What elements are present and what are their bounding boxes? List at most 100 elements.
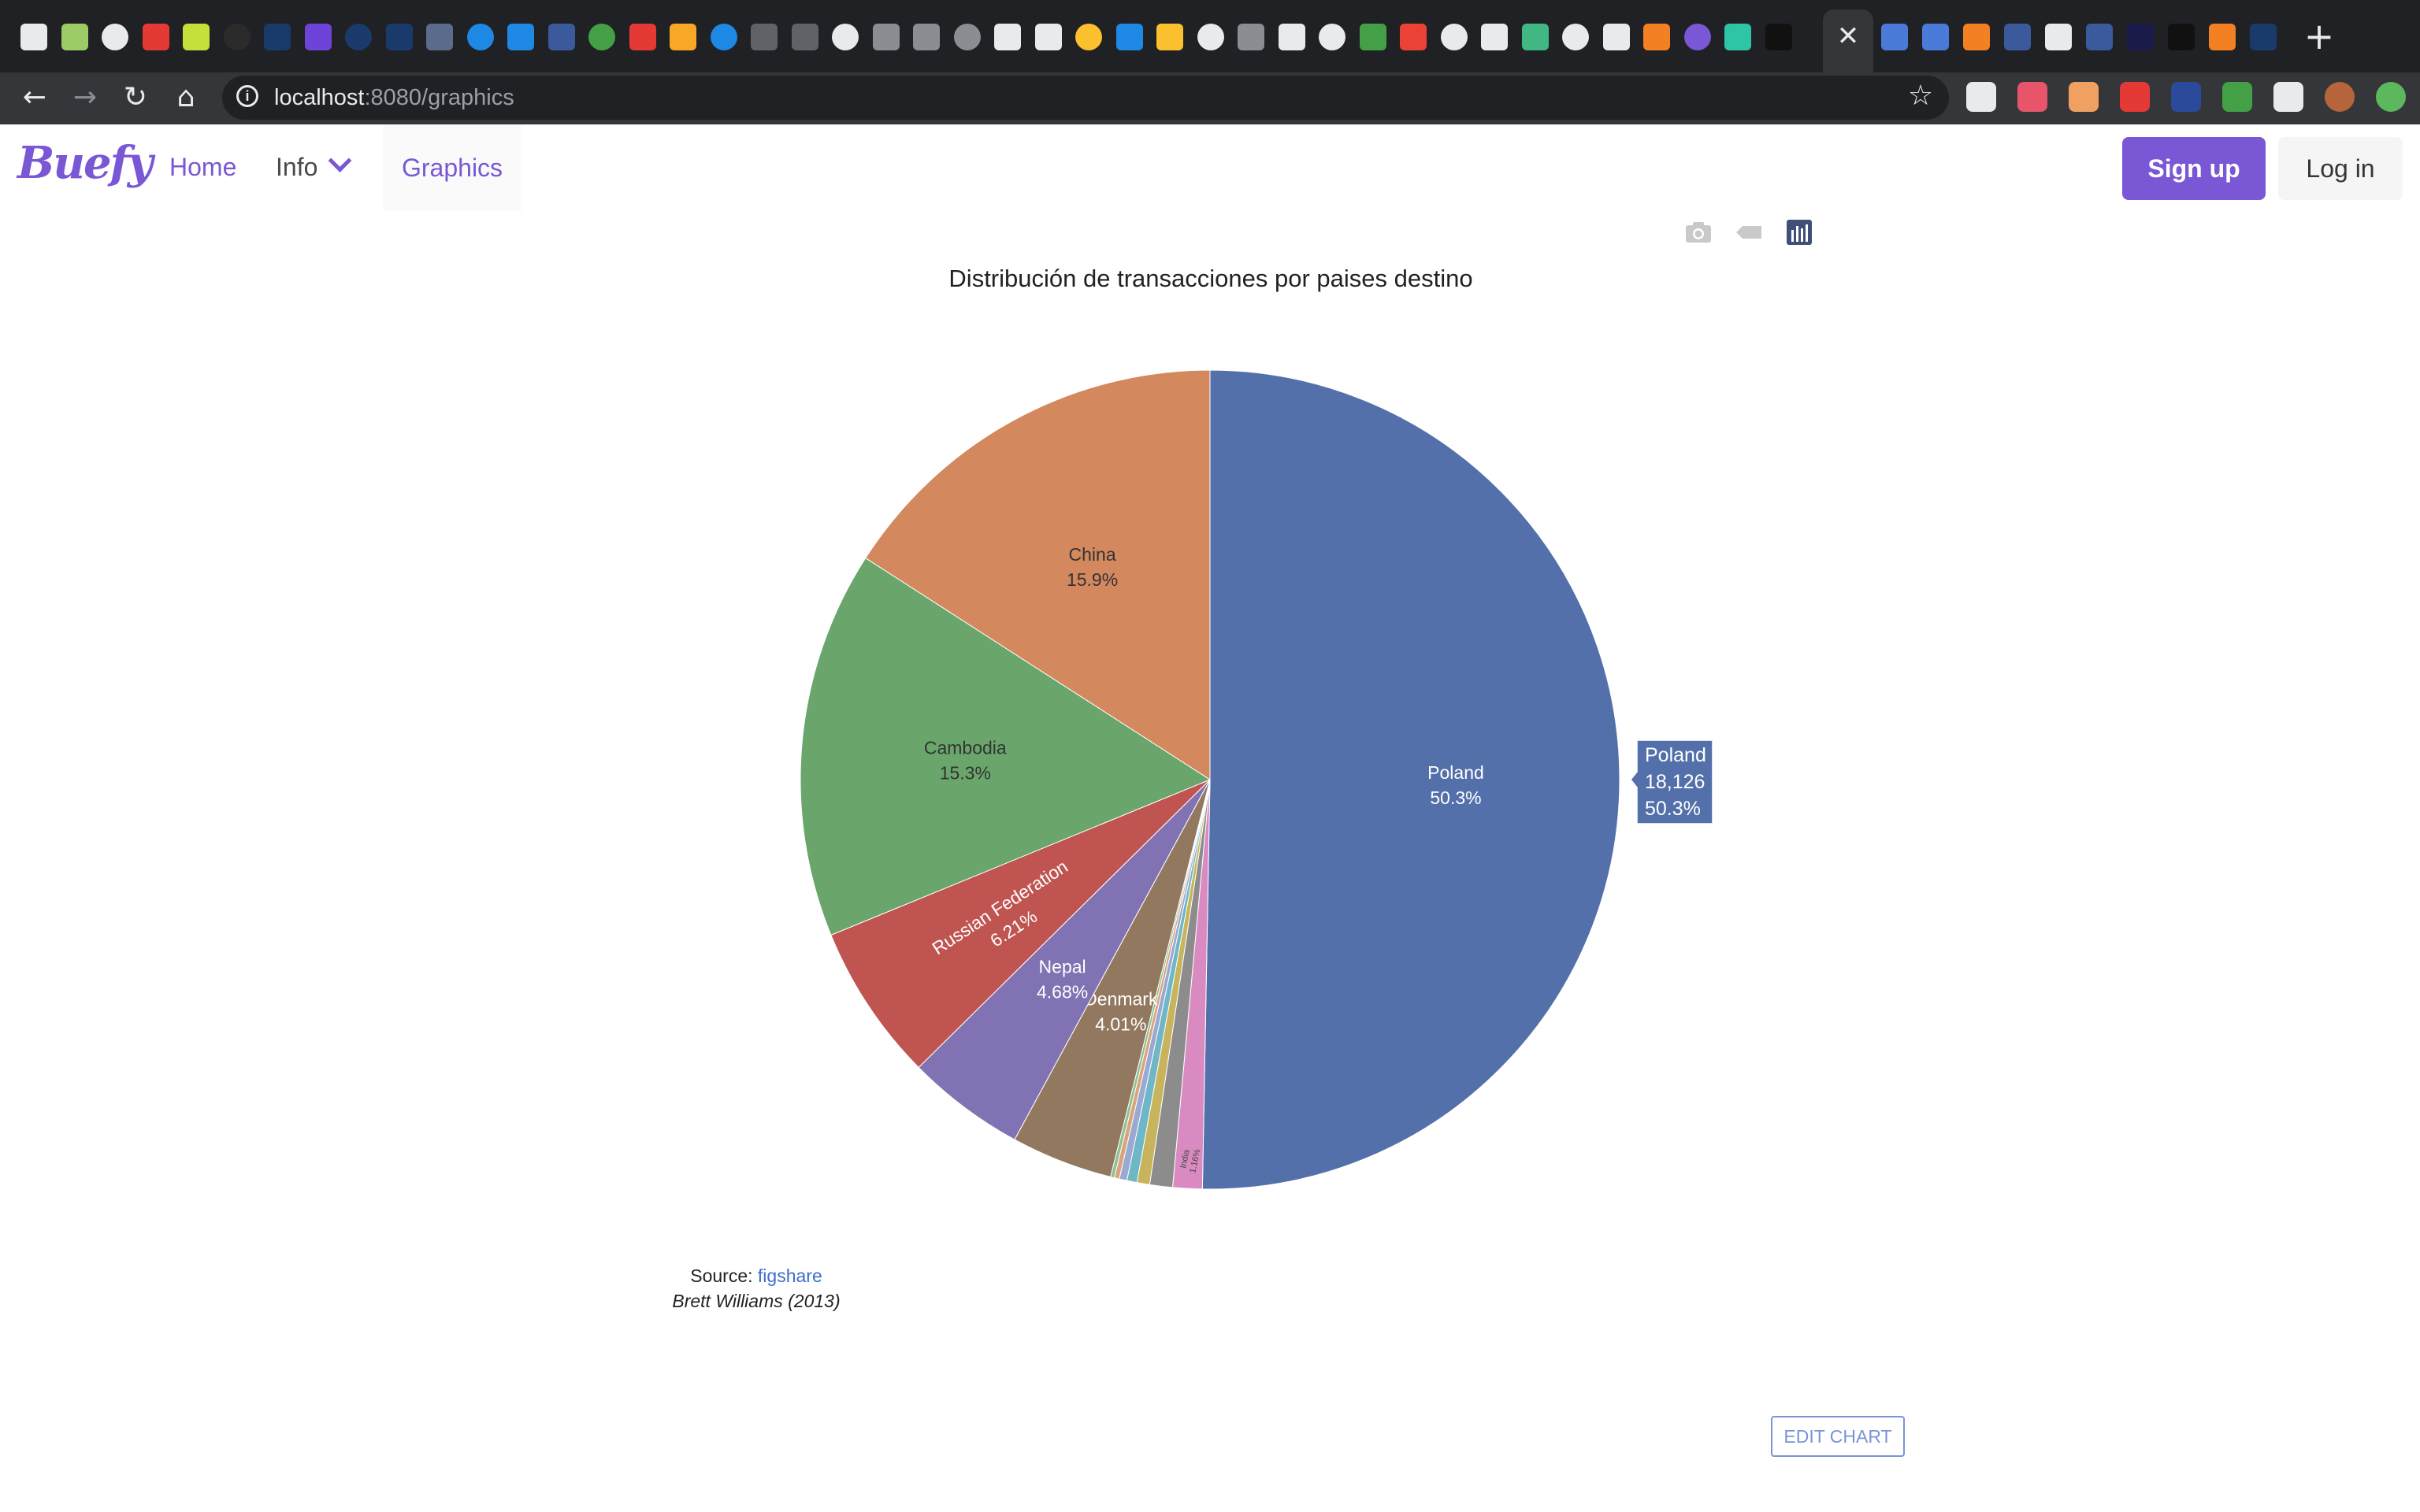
- tab-icon-4[interactable]: [142, 24, 169, 50]
- site-info-icon[interactable]: i: [236, 85, 258, 107]
- tab-icon-20[interactable]: [791, 24, 818, 50]
- tab-icon-7[interactable]: [264, 24, 291, 50]
- tab-icon-3[interactable]: [102, 24, 128, 50]
- tab-icon-31[interactable]: [1238, 24, 1264, 50]
- tab-icon-22[interactable]: [872, 24, 900, 50]
- pie-slice-nepal[interactable]: [918, 779, 1211, 1140]
- tab-icon-right-7[interactable]: [2127, 24, 2154, 50]
- tab-icon-right-8[interactable]: [2168, 24, 2195, 50]
- tab-icon-26[interactable]: [1034, 24, 1062, 50]
- pie-slice-cambodia[interactable]: [800, 557, 1212, 936]
- tab-icon-33[interactable]: [1319, 24, 1345, 50]
- tab-icon-37[interactable]: [1481, 24, 1508, 50]
- tab-icon-38[interactable]: [1521, 24, 1549, 50]
- tab-icon-21[interactable]: [832, 24, 859, 50]
- hover-value: 18,126: [1645, 771, 1705, 793]
- source-annotation: Source: figshare Brett Williams (2013): [599, 1263, 914, 1314]
- tab-icon-29[interactable]: [1156, 24, 1183, 50]
- tab-icon-28[interactable]: [1115, 24, 1143, 50]
- pie-slice-china[interactable]: [865, 369, 1211, 780]
- extension-icon-4[interactable]: [2120, 82, 2150, 112]
- tab-icon-44[interactable]: [1765, 24, 1792, 50]
- tab-icon-18[interactable]: [710, 24, 737, 50]
- extension-icon-2[interactable]: [2017, 82, 2047, 112]
- pie-slice-poland[interactable]: [1201, 369, 1620, 1190]
- tab-icon-8[interactable]: [304, 24, 332, 50]
- tab-icon-right-5[interactable]: [2045, 24, 2072, 50]
- log-in-button[interactable]: Log in: [2278, 137, 2403, 200]
- extension-icon-5[interactable]: [2171, 82, 2201, 112]
- tab-icon-17[interactable]: [670, 24, 696, 50]
- tab-icon-right-10[interactable]: [2250, 24, 2277, 50]
- tag-icon[interactable]: [1733, 219, 1765, 246]
- tab-icon-right-1[interactable]: [1881, 24, 1908, 50]
- slice-label-name: Poland: [1427, 762, 1484, 783]
- slice-label-percent: 50.3%: [1430, 788, 1481, 808]
- tab-icon-43[interactable]: [1724, 24, 1751, 50]
- tab-icon-23[interactable]: [913, 24, 940, 50]
- tab-icon-27[interactable]: [1075, 24, 1102, 50]
- home-icon[interactable]: ⌂: [176, 81, 195, 113]
- pie-slice-russian-federation[interactable]: [830, 779, 1211, 1069]
- chart-title: Distribución de transacciones por paises…: [948, 265, 1473, 292]
- tab-icon-10[interactable]: [385, 24, 413, 50]
- tab-icon-30[interactable]: [1197, 24, 1224, 50]
- nav-info-label: Info: [276, 153, 318, 181]
- source-link[interactable]: figshare: [757, 1266, 822, 1286]
- plotly-logo-icon[interactable]: [1783, 219, 1815, 246]
- tab-icon-right-9[interactable]: [2209, 24, 2236, 50]
- tab-icon-1[interactable]: [20, 24, 47, 50]
- tab-icon-12[interactable]: [466, 24, 494, 50]
- slice-label-name: China: [1069, 544, 1116, 565]
- active-tab[interactable]: [1823, 9, 1873, 72]
- nav-info-dropdown[interactable]: Info: [276, 142, 352, 192]
- extension-icon-8[interactable]: [2325, 82, 2355, 112]
- tab-icon-35[interactable]: [1400, 24, 1427, 50]
- tab-icon-right-4[interactable]: [2004, 24, 2031, 50]
- tab-icon-41[interactable]: [1643, 24, 1670, 50]
- tab-icon-34[interactable]: [1359, 24, 1386, 50]
- tab-icon-15[interactable]: [588, 24, 615, 50]
- tab-icon-right-6[interactable]: [2086, 24, 2113, 50]
- tab-icon-right-2[interactable]: [1922, 24, 1949, 50]
- reload-icon[interactable]: ↻: [123, 81, 148, 113]
- nav-graphics-link[interactable]: Graphics: [383, 124, 522, 211]
- tab-icon-14[interactable]: [547, 24, 575, 50]
- tab-icon-16[interactable]: [629, 24, 656, 50]
- tab-icon-2[interactable]: [61, 24, 88, 50]
- extension-icon-6[interactable]: [2222, 82, 2252, 112]
- back-arrow-icon[interactable]: ←: [22, 81, 47, 113]
- extension-icon-1[interactable]: [1966, 82, 1996, 112]
- forward-arrow-icon[interactable]: →: [72, 81, 98, 113]
- address-bar[interactable]: [222, 76, 1949, 120]
- extension-icon-9[interactable]: [2376, 82, 2406, 112]
- tab-icon-11[interactable]: [426, 24, 453, 50]
- tab-icon-42[interactable]: [1683, 24, 1711, 50]
- close-tab-icon[interactable]: ✕: [1836, 20, 1860, 52]
- tab-icon-19[interactable]: [751, 24, 778, 50]
- edit-chart-button[interactable]: EDIT CHART: [1771, 1416, 1905, 1457]
- tab-icon-25[interactable]: [994, 24, 1021, 50]
- extension-icon-7[interactable]: [2273, 82, 2303, 112]
- tab-icon-13[interactable]: [507, 24, 534, 50]
- url-text[interactable]: localhost:8080/graphics: [274, 81, 514, 114]
- new-tab-button[interactable]: +: [2303, 15, 2335, 57]
- tab-icon-right-3[interactable]: [1963, 24, 1990, 50]
- nav-home-link[interactable]: Home: [169, 153, 237, 181]
- camera-icon[interactable]: [1683, 219, 1714, 246]
- buefy-logo[interactable]: Buefy: [17, 137, 153, 189]
- extension-icon-3[interactable]: [2069, 82, 2099, 112]
- tab-icon-6[interactable]: [223, 24, 251, 50]
- tab-icon-39[interactable]: [1562, 24, 1589, 50]
- url-path: :8080/graphics: [364, 85, 514, 110]
- tab-icon-32[interactable]: [1278, 24, 1305, 50]
- bookmark-star-icon[interactable]: ☆: [1907, 80, 1934, 112]
- tab-icon-36[interactable]: [1440, 24, 1468, 50]
- tab-icon-9[interactable]: [345, 24, 372, 50]
- slice-label-name: Denmark: [1084, 989, 1158, 1010]
- tab-icon-24[interactable]: [953, 24, 981, 50]
- tab-icon-5[interactable]: [183, 24, 210, 50]
- slice-label-percent: 4.68%: [1037, 981, 1088, 1002]
- tab-icon-40[interactable]: [1602, 24, 1630, 50]
- sign-up-button[interactable]: Sign up: [2122, 137, 2266, 200]
